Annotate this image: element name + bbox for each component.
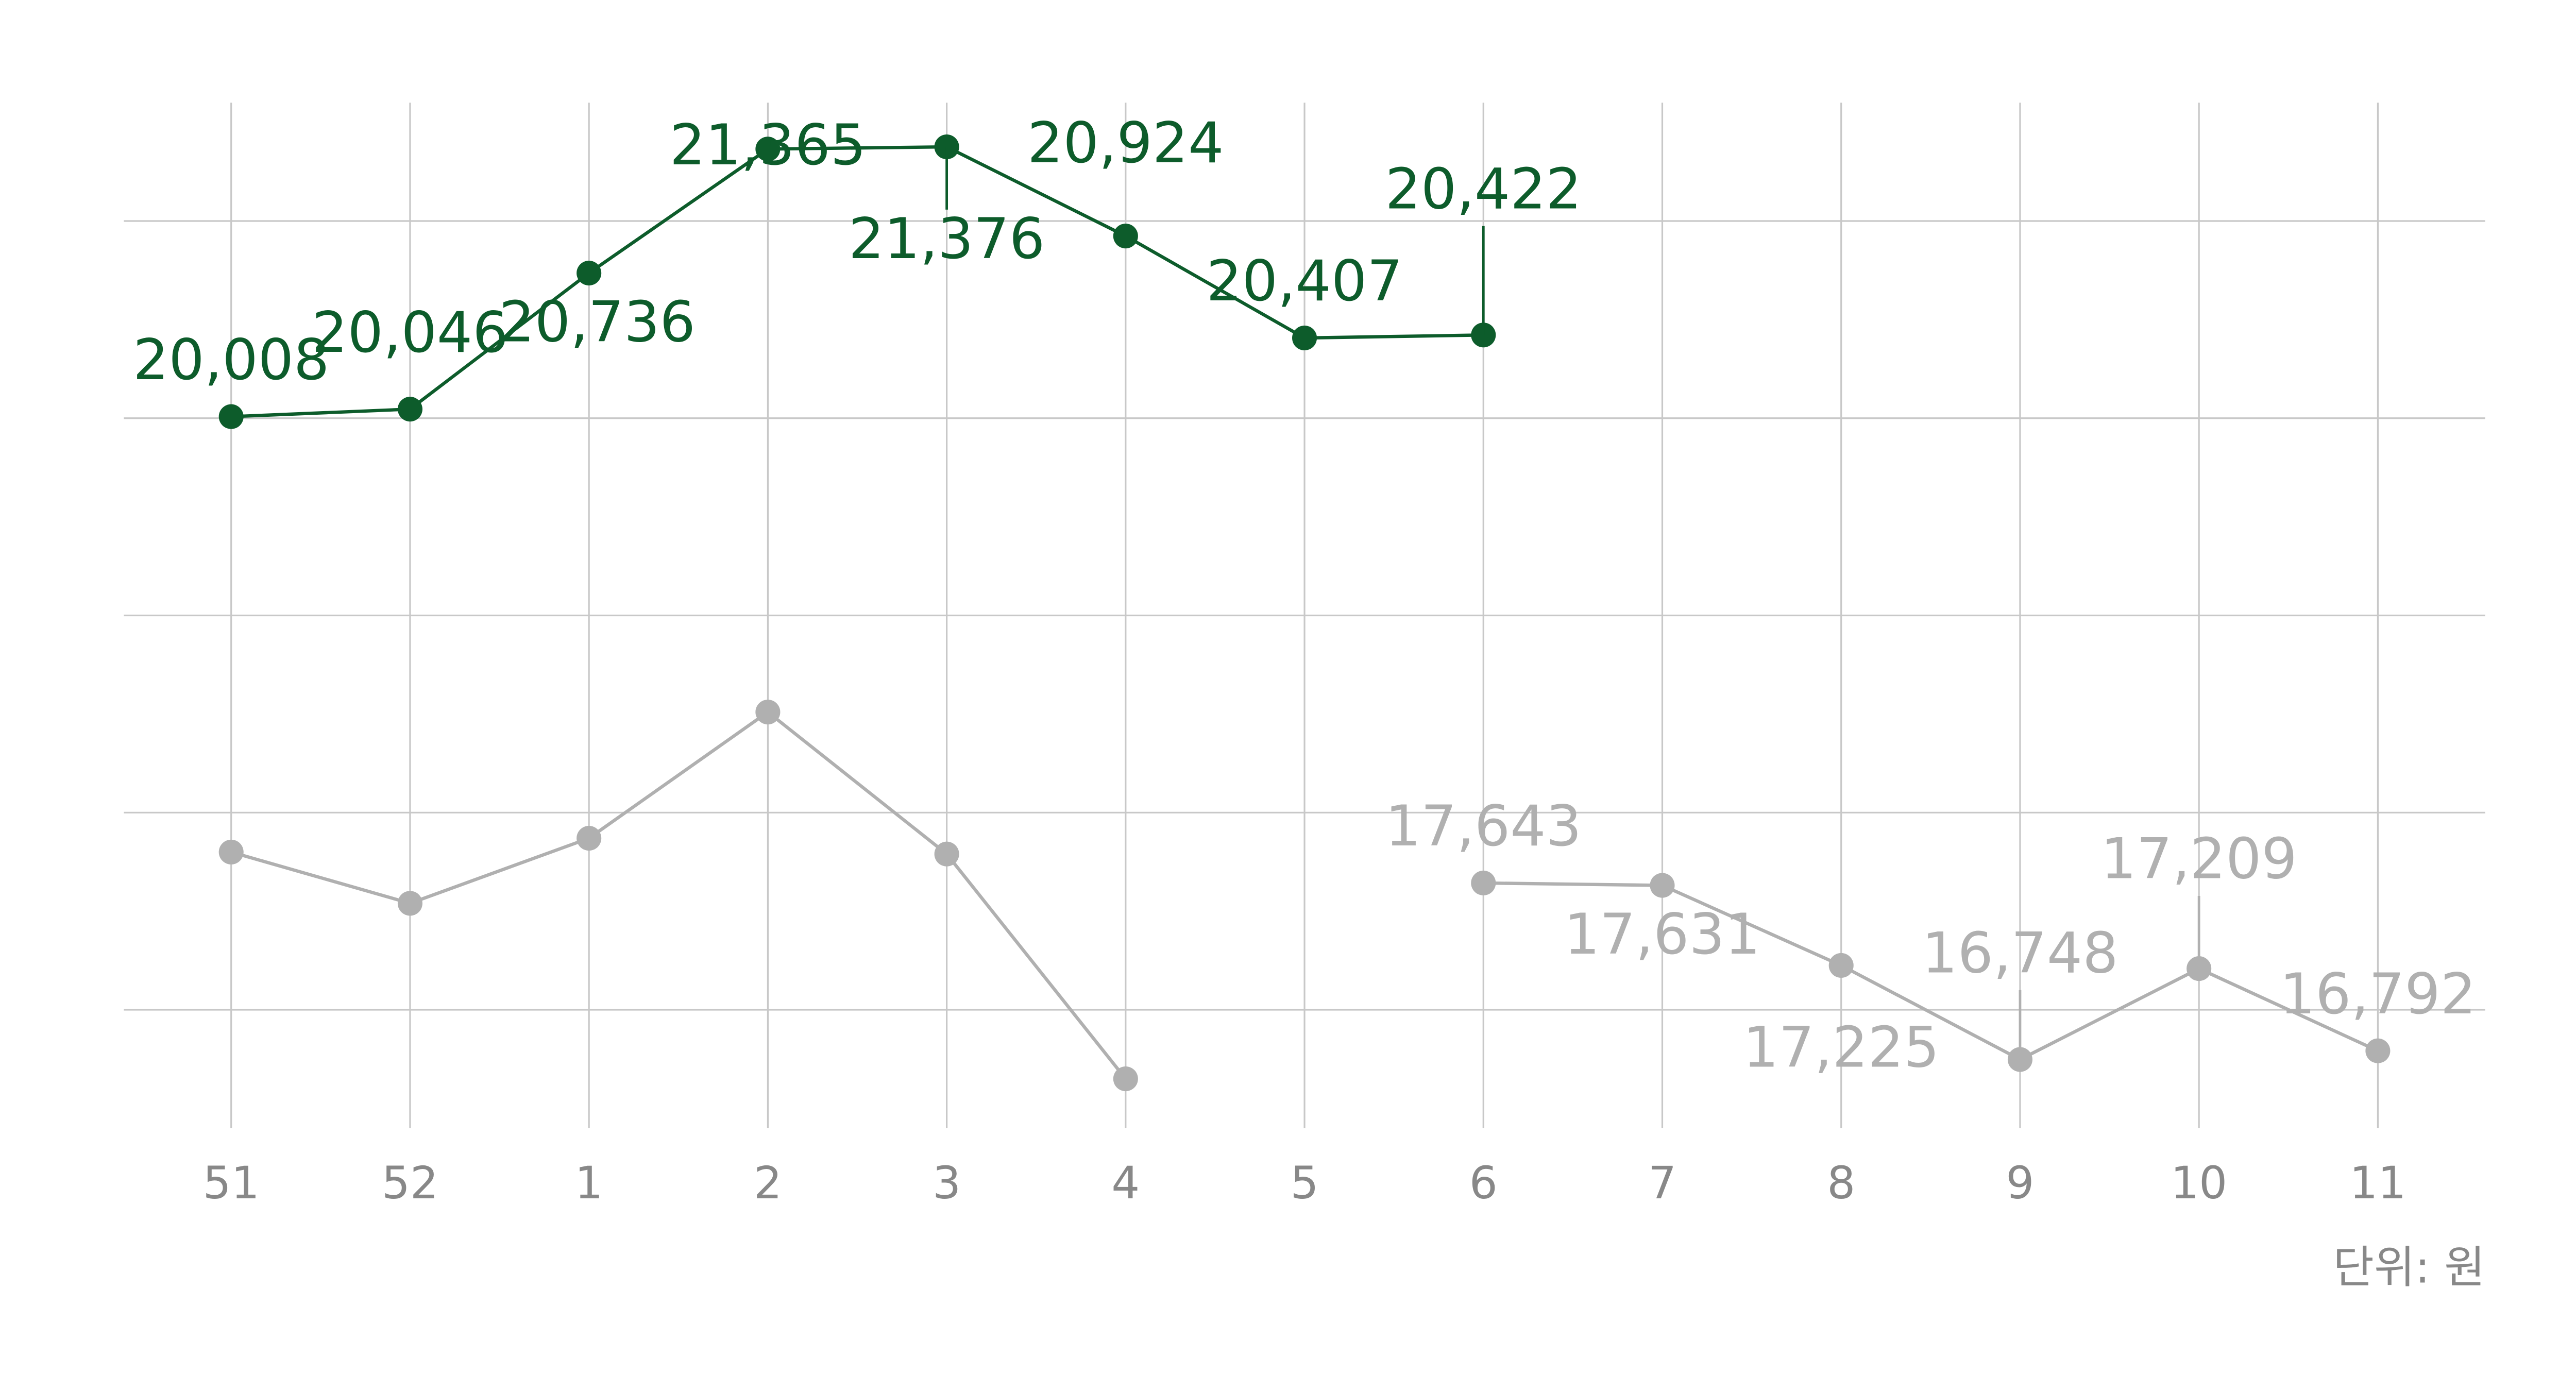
data-point xyxy=(755,700,781,725)
x-tick-label: 51 xyxy=(203,1158,260,1209)
data-point xyxy=(577,261,602,286)
x-tick-label: 5 xyxy=(1291,1158,1319,1209)
data-label: 21,376 xyxy=(849,206,1045,272)
data-label: 16,792 xyxy=(2280,961,2476,1027)
data-point xyxy=(1471,870,1496,896)
series-line xyxy=(230,710,1127,1080)
x-tick-label: 2 xyxy=(754,1158,782,1209)
data-point xyxy=(218,404,244,429)
data-point xyxy=(1471,323,1496,348)
data-point xyxy=(1113,224,1138,249)
unit-label: 단위: 원 xyxy=(2333,1242,2485,1293)
series-line xyxy=(231,145,1484,418)
x-tick-label: 9 xyxy=(2006,1158,2034,1209)
data-label: 16,748 xyxy=(1922,921,2118,986)
x-tick-label: 10 xyxy=(2171,1158,2227,1209)
x-tick-label: 1 xyxy=(575,1158,603,1209)
data-point xyxy=(1828,953,1854,978)
x-tick-label: 7 xyxy=(1648,1158,1676,1209)
data-point xyxy=(1292,325,1317,351)
data-label: 21,365 xyxy=(670,112,866,178)
data-label: 20,736 xyxy=(499,289,696,354)
data-label: 17,631 xyxy=(1564,902,1760,967)
series-line xyxy=(1483,881,2379,1062)
data-label: 17,209 xyxy=(2101,826,2297,892)
data-point xyxy=(934,841,959,867)
data-point xyxy=(1650,873,1675,898)
data-point xyxy=(577,826,602,851)
x-tick-label: 8 xyxy=(1827,1158,1855,1209)
data-point xyxy=(2365,1038,2391,1063)
data-label: 17,643 xyxy=(1385,793,1582,859)
data-label: 20,422 xyxy=(1385,156,1582,222)
data-point xyxy=(1113,1066,1138,1092)
data-label: 20,924 xyxy=(1027,110,1224,176)
data-label: 20,008 xyxy=(133,327,329,393)
data-label: 20,046 xyxy=(312,300,508,365)
data-point xyxy=(397,397,422,422)
x-tick-label: 6 xyxy=(1469,1158,1498,1209)
data-label: 17,225 xyxy=(1743,1014,1939,1080)
data-point xyxy=(755,137,781,162)
x-tick-label: 4 xyxy=(1111,1158,1140,1209)
data-point xyxy=(397,891,422,916)
x-tick-label: 11 xyxy=(2349,1158,2406,1209)
x-tick-label: 3 xyxy=(933,1158,961,1209)
data-point xyxy=(218,839,244,864)
data-label: 20,407 xyxy=(1206,248,1402,314)
x-tick-label: 52 xyxy=(382,1158,438,1209)
